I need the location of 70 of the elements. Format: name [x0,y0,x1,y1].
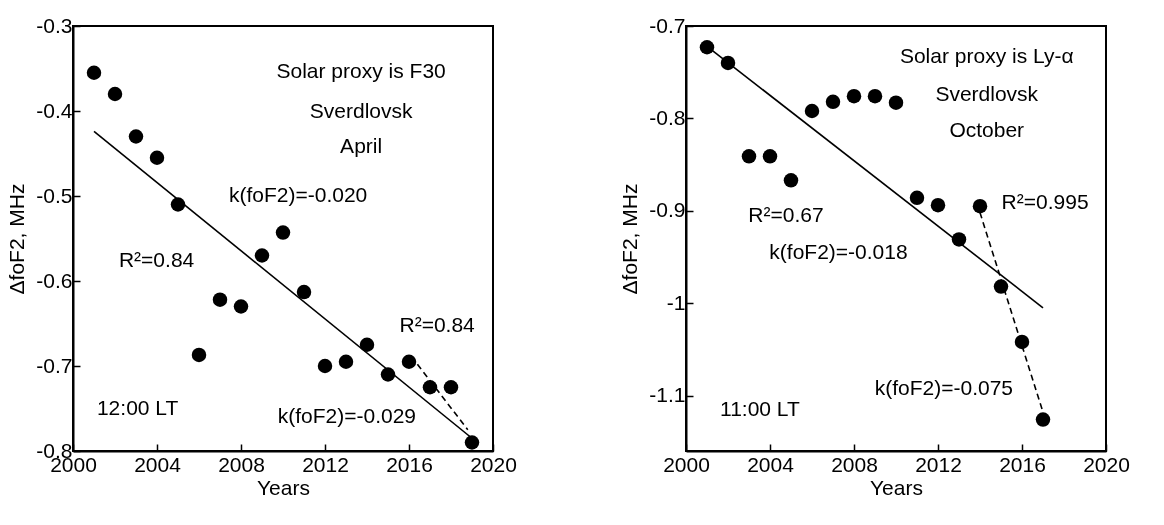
annotation: R²=0.84 [399,313,476,337]
x-tick-label: 2012 [302,452,349,476]
y-tick-label: -0.8 [649,105,686,129]
point [254,248,270,263]
annotation: R²=0.84 [118,248,195,272]
x-tick-label: 2008 [218,452,265,476]
annotation: April [340,133,383,157]
point [825,94,841,109]
point [443,380,459,395]
x-tick-label: 2016 [386,452,433,476]
y-axis-title: ΔfoF2, MHz [618,183,642,295]
annotation: k(foF2)=-0.020 [228,182,368,206]
annotation: Solar proxy is Ly-α [899,43,1074,67]
annotation: R²=0.67 [748,202,824,226]
y-tick-label: -0.6 [36,268,73,292]
point [846,88,862,104]
y-tick-label: -0.5 [36,183,73,207]
point [338,354,354,369]
point [233,299,249,314]
x-tick-label: 2012 [915,452,962,476]
annotation: October [949,117,1025,141]
point [1014,334,1030,350]
x-tick-label: 2004 [134,452,182,476]
annotation: 11:00 LT [720,396,800,420]
x-tick-label: 2004 [747,452,795,476]
x-tick-label: 2020 [1083,452,1130,476]
point [464,435,480,450]
annotation: 12:00 LT [96,395,179,419]
point [212,292,228,307]
point [930,198,946,213]
y-tick-label: -0.4 [36,98,73,122]
point [296,284,312,300]
annotation: k(foF2)=-0.075 [874,376,1014,400]
annotation: Solar proxy is F30 [276,58,446,82]
point [888,95,904,110]
x-tick-label: 2000 [663,452,710,476]
annotation: k(foF2)=-0.018 [769,239,908,263]
annotation: Sverdlovsk [935,81,1039,105]
point [86,65,102,80]
x-tick-label: 2008 [831,452,878,476]
point [783,173,799,188]
y-tick-label: -0.9 [649,198,686,222]
point [762,149,778,164]
point [804,103,820,119]
x-axis-title: Years [257,475,310,499]
y-tick-label: -0.3 [36,13,73,37]
annotation: Sverdlovsk [309,99,413,123]
point [149,150,165,165]
y-tick-label: -0.7 [36,353,73,377]
point [191,347,207,363]
point [317,358,333,374]
point [359,337,375,352]
x-tick-label: 2020 [470,452,517,476]
y-axis-title: ΔfoF2, MHz [5,183,29,295]
y-tick-label: -1 [666,290,686,314]
point [1035,412,1051,427]
x-axis-title: Years [870,475,923,499]
point [107,86,123,102]
y-tick-label: -1.1 [649,383,686,407]
point [401,354,417,369]
x-tick-label: 2016 [999,452,1046,476]
annotation: R²=0.995 [1001,189,1089,213]
point [909,190,925,206]
point [741,149,757,164]
point [275,225,291,240]
point [867,88,883,104]
point [128,129,144,144]
point [972,198,988,214]
y-tick-label: -0.7 [649,13,686,37]
annotation: k(foF2)=-0.029 [277,404,416,428]
